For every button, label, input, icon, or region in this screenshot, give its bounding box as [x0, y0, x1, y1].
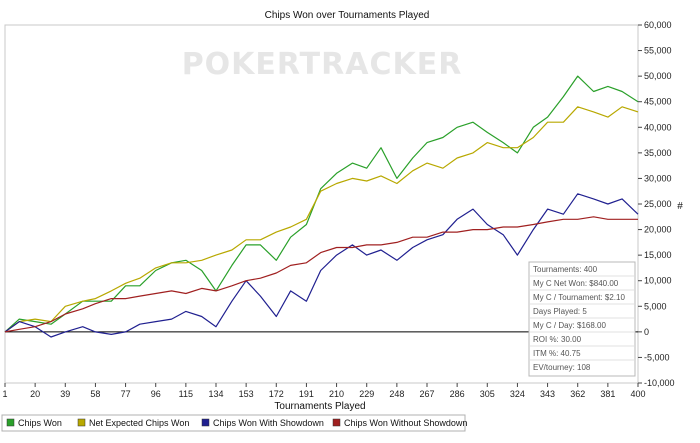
x-tick-label: 248: [389, 389, 404, 399]
legend-items: Chips Won Net Expected Chips Won Chips Won…: [6, 418, 467, 428]
x-tick-label: 191: [299, 389, 314, 399]
y-tick-label: 15,000: [644, 250, 672, 260]
series-line-1: [4, 106, 639, 333]
stats-box-frame: [528, 261, 636, 377]
stats-line: My C / Tournament: $2.10: [533, 293, 625, 302]
x-tick-label: 267: [419, 389, 434, 399]
y-tick-label: 55,000: [644, 46, 672, 56]
stats-line: My C / Day: $168.00: [533, 321, 606, 330]
stats-box: Tournaments: 400 My C Net Won: $840.00 My …: [528, 261, 636, 377]
legend-swatch: [6, 418, 15, 427]
y-axis-ticks: -10,000 -5,000 0 5,000 10,000 15,000 20,000 25,…: [638, 20, 675, 388]
x-tick-label: 210: [329, 389, 344, 399]
x-tick-label: 58: [90, 389, 100, 399]
stats-line: ROI %: 30.00: [533, 335, 582, 344]
x-axis-ticks: 1 20 39 58 77 96 115 134 153 172 191 210 229 248 267 28…: [2, 383, 646, 399]
stats-line: Tournaments: 400: [533, 265, 598, 274]
x-tick-label: 229: [359, 389, 374, 399]
x-tick-label: 381: [600, 389, 615, 399]
y-tick-label: -5,000: [644, 352, 670, 362]
x-tick-label: 1: [2, 389, 7, 399]
legend-swatch: [201, 418, 210, 427]
chart-title: Chips Won over Tournaments Played: [265, 10, 430, 21]
legend-label: Chips Won Without Showdown: [344, 418, 467, 428]
legend-swatch: [77, 418, 86, 427]
x-tick-label: 77: [121, 389, 131, 399]
y-tick-label: 40,000: [644, 122, 672, 132]
y-tick-label: 5,000: [644, 301, 667, 311]
x-tick-label: 343: [540, 389, 555, 399]
y-tick-label: 10,000: [644, 276, 672, 286]
watermark: POKERTRACKER: [182, 47, 463, 82]
stats-line: EV/tourney: 108: [533, 363, 591, 372]
legend: Chips Won Net Expected Chips Won Chips Won…: [1, 414, 467, 432]
series-group: [4, 75, 639, 338]
x-tick-label: 400: [630, 389, 645, 399]
stats-line: Days Played: 5: [533, 307, 587, 316]
series-line-0: [4, 75, 639, 333]
series-line-2: [4, 193, 639, 338]
y-tick-label: 30,000: [644, 173, 672, 183]
y-tick-label: 50,000: [644, 71, 672, 81]
y-tick-label: 35,000: [644, 148, 672, 158]
stats-line: My C Net Won: $840.00: [533, 279, 619, 288]
x-tick-label: 305: [480, 389, 495, 399]
legend-frame: [1, 414, 466, 432]
x-tick-label: 286: [450, 389, 465, 399]
y-tick-label: 20,000: [644, 225, 672, 235]
x-tick-label: 153: [239, 389, 254, 399]
y-axis-title: #: [677, 201, 683, 212]
legend-swatch: [332, 418, 341, 427]
x-tick-label: 20: [30, 389, 40, 399]
stats-lines: Tournaments: 400 My C Net Won: $840.00 My …: [530, 265, 634, 372]
stats-line: ITM %: 40.75: [533, 349, 581, 358]
y-tick-label: 0: [644, 327, 649, 337]
x-tick-label: 172: [269, 389, 284, 399]
series-line-3: [4, 216, 638, 333]
x-tick-label: 324: [510, 389, 525, 399]
y-tick-label: 60,000: [644, 20, 672, 30]
legend-label: Chips Won With Showdown: [213, 418, 324, 428]
legend-label: Chips Won: [18, 418, 62, 428]
legend-label: Net Expected Chips Won: [89, 418, 189, 428]
x-tick-label: 134: [208, 389, 223, 399]
y-tick-label: 45,000: [644, 97, 672, 107]
x-tick-label: 96: [151, 389, 161, 399]
y-tick-label: -10,000: [644, 378, 675, 388]
x-tick-label: 362: [570, 389, 585, 399]
y-tick-label: 25,000: [644, 199, 672, 209]
x-axis-title: Tournaments Played: [274, 401, 365, 412]
x-tick-label: 39: [60, 389, 70, 399]
x-tick-label: 115: [179, 389, 193, 399]
